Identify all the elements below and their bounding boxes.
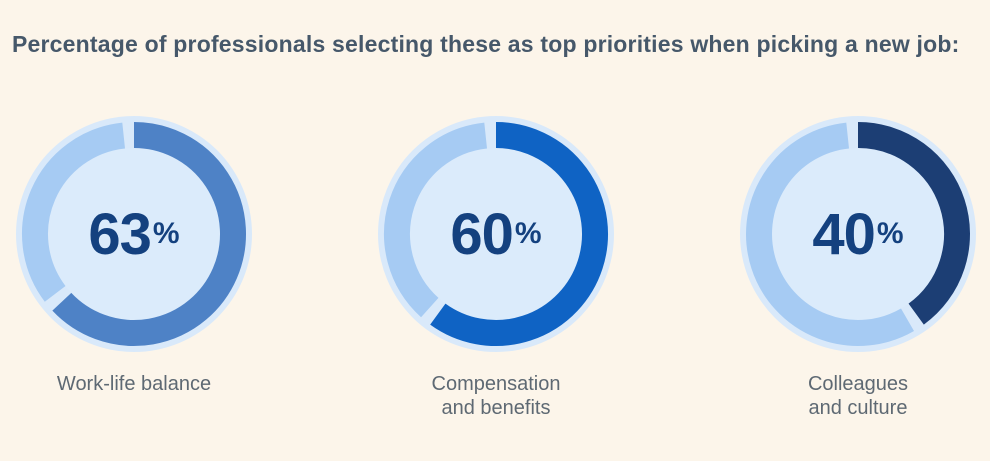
donut-ring-work-life-balance (16, 116, 252, 352)
donut-chart-row: 63% Work-life balance 60% Compensation a… (0, 112, 990, 420)
donut-label-compensation-benefits: Compensation and benefits (431, 373, 561, 419)
donut-ring-compensation-benefits (378, 116, 614, 352)
donut-label-work-life-balance: Work-life balance (56, 373, 212, 395)
donut-colleagues-culture: 40% (736, 112, 980, 356)
donut-compensation-benefits: 60% (374, 112, 618, 356)
donut-group-work-life-balance: 63% Work-life balance (12, 112, 256, 420)
chart-title: Percentage of professionals selecting th… (12, 31, 960, 57)
donut-group-colleagues-culture: 40% Colleagues and culture (736, 112, 980, 420)
donut-group-compensation-benefits: 60% Compensation and benefits (374, 112, 618, 420)
donut-ring-colleagues-culture (740, 116, 976, 352)
donut-label-colleagues-culture: Colleagues and culture (807, 373, 909, 419)
donut-work-life-balance: 63% (12, 112, 256, 356)
